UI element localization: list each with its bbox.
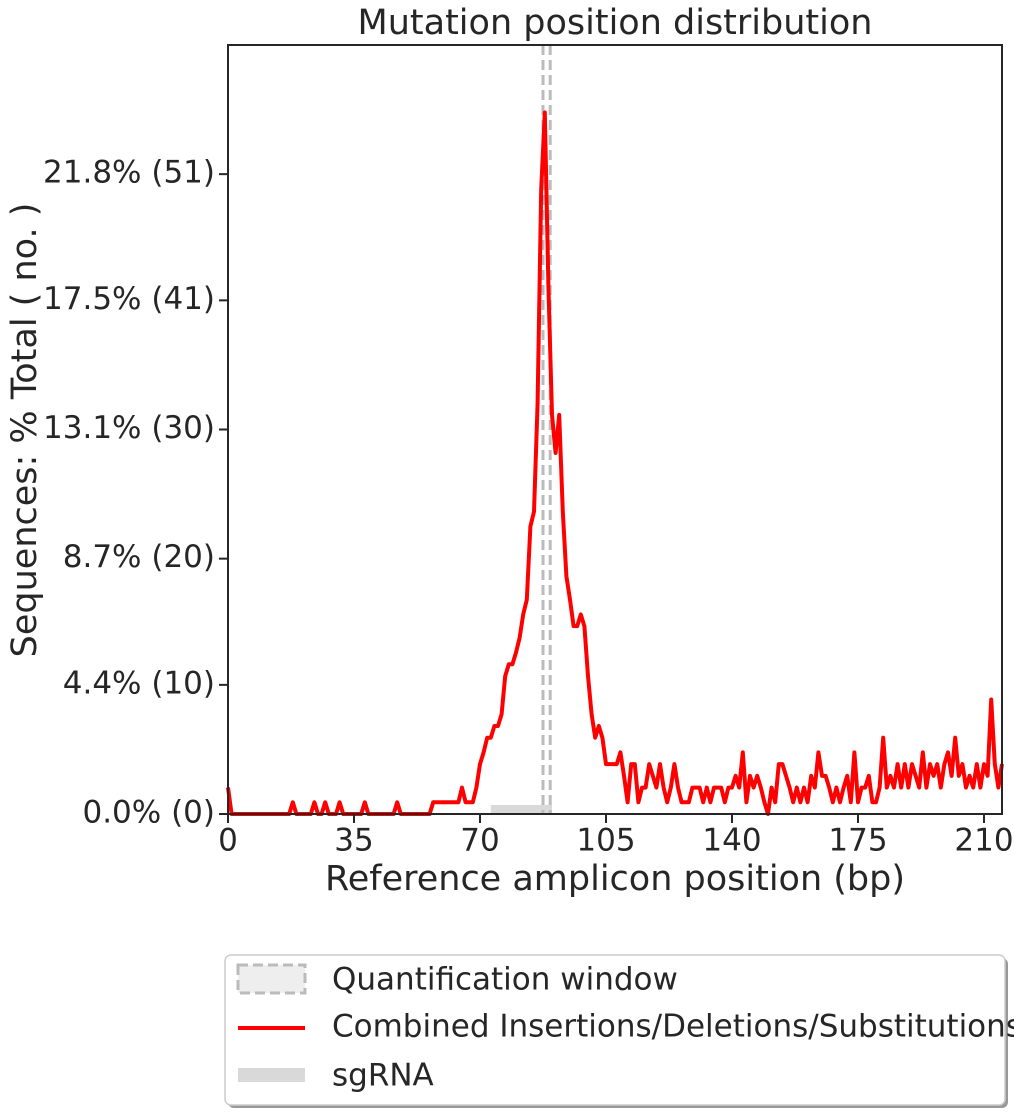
x-tick-label: 105 xyxy=(576,823,635,859)
legend-label: Combined Insertions/Deletions/Substituti… xyxy=(332,1009,1014,1045)
y-tick-label: 13.1% (30) xyxy=(43,410,215,446)
data-line xyxy=(226,110,1004,816)
y-tick-label: 4.4% (10) xyxy=(63,665,215,701)
x-tick-label: 70 xyxy=(460,823,499,859)
x-tick-label: 35 xyxy=(334,823,373,859)
y-tick-label: 0.0% (0) xyxy=(82,795,215,831)
y-axis-label: Sequences: % Total ( no. ) xyxy=(5,203,45,658)
plot-frame xyxy=(227,44,1003,815)
legend-label: Quantification window xyxy=(332,962,678,998)
y-tick-label: 17.5% (41) xyxy=(43,281,215,317)
x-tick-label: 0 xyxy=(218,823,238,859)
x-tick-label: 175 xyxy=(828,823,887,859)
x-tick-label: 210 xyxy=(954,823,1013,859)
legend-box xyxy=(224,954,1006,1106)
y-tick-label: 21.8% (51) xyxy=(43,155,215,191)
chart-title: Mutation position distribution xyxy=(358,3,873,43)
legend-swatch xyxy=(236,963,307,995)
legend: Quantification window Combined Insertions… xyxy=(224,954,1014,1108)
legend-label: sgRNA xyxy=(332,1058,434,1094)
x-axis-label: Reference amplicon position (bp) xyxy=(325,859,905,899)
x-tick-label: 140 xyxy=(702,823,761,859)
y-tick-label: 8.7% (20) xyxy=(63,539,215,575)
